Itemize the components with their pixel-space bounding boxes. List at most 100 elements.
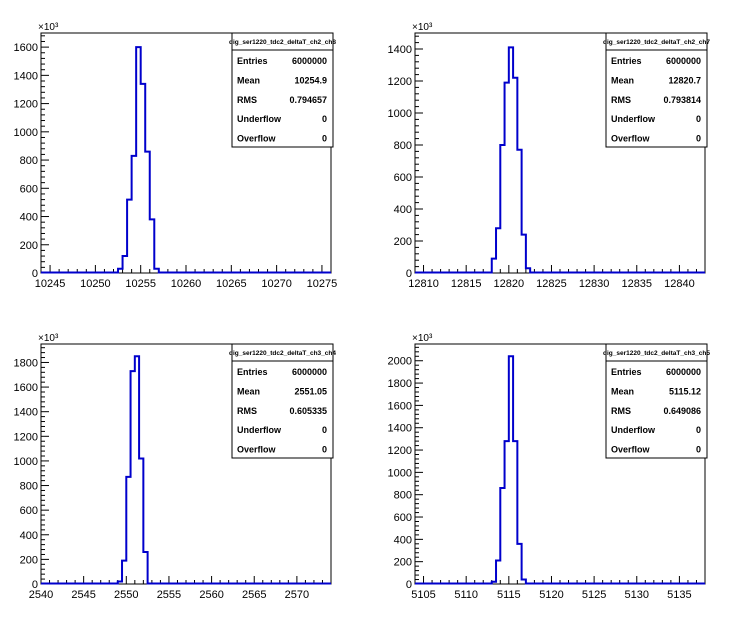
histogram-bin: [517, 150, 521, 273]
stats-label: Mean: [611, 386, 634, 396]
y-tick-label: 800: [394, 490, 412, 502]
histogram-bin: [517, 544, 521, 584]
stats-title: dig_ser1220_tdc2_deltaT_ch2_ch8: [229, 39, 336, 46]
histogram-bin: [118, 582, 122, 584]
stats-value: 6000000: [666, 367, 701, 377]
stats-title: dig_ser1220_tdc2_deltaT_ch3_ch5: [603, 350, 710, 357]
y-tick-label: 0: [32, 579, 38, 591]
stats-value: 6000000: [292, 367, 327, 377]
histogram-bin: [143, 552, 147, 584]
histogram-bin: [145, 152, 150, 273]
y-tick-label: 1400: [388, 423, 412, 435]
x-tick-label: 10260: [171, 278, 202, 290]
y-tick-label: 800: [20, 481, 38, 493]
stats-label: Entries: [237, 56, 268, 66]
stats-label: Underflow: [237, 425, 282, 435]
stats-value: 0: [696, 114, 701, 124]
histogram-bin: [492, 259, 496, 273]
stats-label: RMS: [237, 406, 257, 416]
y-tick-label: 600: [20, 183, 38, 195]
x-tick-label: 10250: [80, 278, 111, 290]
x-tick-label: 2560: [199, 589, 223, 601]
y-tick-label: 800: [20, 155, 38, 167]
stats-box-frame: [605, 32, 708, 148]
histogram-panel-2: ×10³ 12810 12815 12820 12825 12830 12835 12840 0…: [388, 22, 711, 290]
stats-label: Mean: [237, 386, 260, 396]
histogram-bin: [522, 580, 526, 584]
stats-value: 0: [322, 425, 327, 435]
histogram-bin: [131, 371, 135, 584]
y-tick-label: 0: [406, 268, 412, 280]
histogram-bin: [509, 47, 513, 273]
y-tick-label: 1400: [388, 44, 412, 56]
y-tick-label: 1200: [14, 431, 38, 443]
x-tick-label: 12825: [536, 278, 567, 290]
y-tick-label: 800: [394, 140, 412, 152]
x-tick-label: 5135: [667, 589, 691, 601]
y-tick-label: 1200: [14, 99, 38, 111]
x-tick-label: 5115: [497, 589, 521, 601]
histogram-bin: [122, 561, 126, 584]
y-tick-label: 200: [20, 240, 38, 252]
stats-value: 0: [696, 425, 701, 435]
stats-value: 2551.05: [294, 386, 327, 396]
stats-value: 12820.7: [668, 75, 701, 85]
stats-label: Mean: [611, 75, 634, 85]
y-tick-label: 200: [394, 557, 412, 569]
stats-value: 6000000: [666, 56, 701, 66]
stats-value: 6000000: [292, 56, 327, 66]
y-tick-label: 400: [394, 534, 412, 546]
y-tick-label: 1400: [14, 407, 38, 419]
stats-label: Mean: [237, 75, 260, 85]
histogram-bin: [154, 269, 159, 273]
x-tick-label: 10270: [261, 278, 292, 290]
y-tick-label: 1600: [388, 400, 412, 412]
histogram-bin: [522, 235, 526, 273]
x-tick-label: 5120: [539, 589, 563, 601]
histogram-bin: [492, 582, 496, 584]
histogram-bin: [127, 200, 132, 273]
histogram-bin: [496, 228, 500, 273]
histogram-bin: [500, 488, 504, 584]
histogram-line: [415, 355, 705, 585]
histogram-bin: [139, 458, 143, 584]
histogram-panel-3: ×10³ 2540 2545 2550 2555 2560 2565 2570 0 200 400 6…: [14, 333, 337, 601]
y-tick-label: 1000: [388, 467, 412, 479]
stats-title: dig_ser1220_tdc2_deltaT_ch2_ch7: [603, 39, 710, 46]
histogram-bin: [141, 84, 146, 273]
stats-value: 10254.9: [294, 75, 327, 85]
x-tick-label: 12820: [494, 278, 525, 290]
stats-value: 0.793814: [663, 95, 701, 105]
histogram-bin: [135, 356, 139, 584]
x-tick-label: 12830: [579, 278, 610, 290]
y-multiplier-label: ×10³: [412, 22, 433, 33]
x-tick-label: 5130: [625, 589, 649, 601]
stats-label: RMS: [611, 95, 631, 105]
y-tick-label: 1800: [388, 378, 412, 390]
y-tick-label: 1800: [14, 357, 38, 369]
y-tick-label: 400: [20, 530, 38, 542]
y-tick-label: 400: [20, 212, 38, 224]
stats-label: Overflow: [611, 445, 651, 455]
x-tick-label: 2570: [285, 589, 309, 601]
y-tick-label: 400: [394, 204, 412, 216]
stats-label: Underflow: [611, 425, 656, 435]
y-tick-label: 0: [406, 579, 412, 591]
stats-value: 0: [322, 134, 327, 144]
x-tick-label: 10255: [125, 278, 156, 290]
stats-value: 0.605335: [289, 406, 327, 416]
y-tick-label: 1200: [388, 445, 412, 457]
stats-label: Overflow: [237, 445, 277, 455]
histogram-panel-1: ×10³ 10245 10250 10255 10260 10265 10270 10275 0…: [14, 22, 338, 290]
x-tick-label: 2565: [242, 589, 266, 601]
y-tick-label: 0: [32, 268, 38, 280]
stats-box: dig_ser1220_tdc2_deltaT_ch2_ch8 Entries 60…: [229, 32, 336, 148]
stats-box-frame: [231, 32, 334, 148]
histogram-bin: [505, 441, 509, 584]
histogram-bin: [496, 561, 500, 584]
x-tick-label: 2550: [114, 589, 138, 601]
histogram-line: [41, 46, 331, 274]
y-multiplier-label: ×10³: [38, 333, 59, 344]
histogram-bin: [526, 268, 530, 273]
stats-value: 0.794657: [289, 95, 327, 105]
